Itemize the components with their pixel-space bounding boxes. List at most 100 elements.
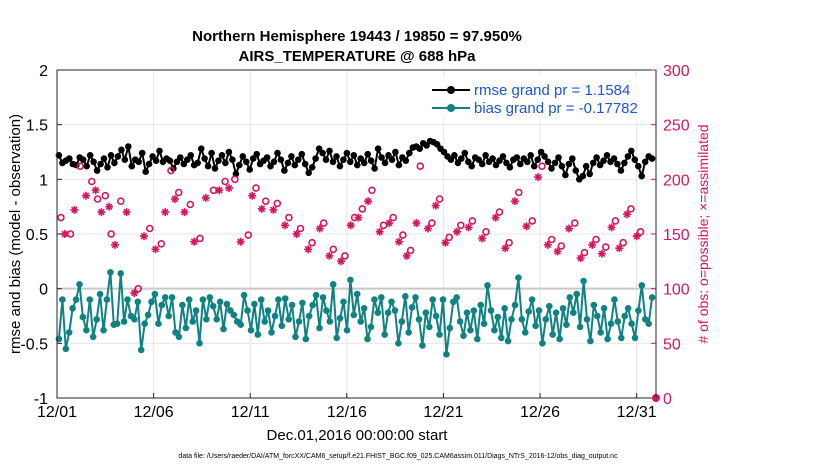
rmse-point — [541, 153, 548, 160]
rmse-point — [593, 154, 600, 161]
x-tick-label: 12/06 — [134, 404, 174, 421]
bias-point — [648, 294, 656, 301]
rmse-point — [236, 161, 243, 169]
bias-point — [333, 334, 341, 342]
obs-possible-point — [261, 197, 270, 205]
rmse-point — [360, 159, 368, 167]
obs-assimilated-point — [615, 244, 624, 253]
obs-possible-point — [528, 217, 537, 225]
obs-assimilated-point — [257, 204, 266, 213]
obs-possible-point — [468, 217, 477, 225]
rmse-point — [187, 152, 195, 159]
obs-possible-point — [329, 245, 338, 254]
obs-possible-point — [101, 191, 110, 200]
rmse-point — [572, 167, 580, 174]
obs-possible-point — [389, 213, 398, 222]
y2-tick-label: 250 — [663, 118, 690, 135]
rmse-point — [329, 158, 337, 166]
bias-point — [72, 296, 80, 303]
rmse-point — [308, 164, 316, 171]
bias-point — [638, 282, 646, 289]
rmse-point — [197, 145, 205, 152]
obs-possible-point — [592, 235, 600, 244]
rmse-point — [451, 152, 458, 159]
rmse-point — [381, 159, 389, 167]
bias-point — [429, 296, 437, 303]
rmse-point — [319, 149, 326, 157]
bias-point — [628, 320, 635, 328]
bias-point — [158, 301, 166, 309]
bias-point — [275, 296, 282, 303]
bias-point — [405, 329, 413, 336]
bias-point — [532, 322, 539, 330]
bias-point — [467, 326, 474, 334]
rmse-point — [121, 156, 129, 163]
bias-point — [199, 296, 207, 303]
obs-layer — [57, 162, 660, 402]
bias-point — [295, 318, 303, 325]
obs-assimilated-point — [325, 251, 334, 260]
y-tick-label: 2 — [39, 63, 48, 80]
rmse-point — [492, 161, 500, 169]
bias-point — [381, 331, 389, 338]
bias-point — [319, 294, 327, 301]
rmse-point — [125, 143, 132, 150]
obs-assimilated-point — [501, 244, 510, 253]
rmse-point — [315, 145, 323, 152]
bias-point — [278, 322, 286, 330]
rmse-point — [499, 153, 507, 160]
bias-point — [144, 311, 152, 319]
rmse-point — [614, 160, 621, 168]
rmse-point — [326, 147, 333, 155]
bias-point — [220, 325, 227, 333]
bias-point — [165, 312, 172, 320]
obs-possible-point — [186, 200, 195, 209]
obs-possible-point — [368, 186, 376, 195]
obs-assimilated-point — [236, 237, 245, 246]
bias-point — [357, 318, 365, 325]
bias-point — [134, 298, 142, 306]
bias-point — [350, 311, 358, 319]
bias-point — [645, 320, 652, 328]
bias-point — [292, 333, 299, 341]
bias-point — [535, 307, 543, 314]
obs-assimilated-point — [304, 245, 313, 254]
bias-point — [271, 312, 279, 320]
rmse-point — [551, 159, 559, 167]
legend: rmse grand pr = 1.1584 bias grand pr = -… — [426, 76, 648, 118]
obs-possible-point — [174, 188, 183, 197]
rmse-point — [274, 149, 281, 157]
y2-axis-label: # of obs: o=possible; ×=assimilated — [695, 124, 711, 343]
rmse-point — [118, 146, 125, 154]
obs-possible-point — [273, 199, 282, 208]
bias-point — [285, 316, 293, 323]
rmse-point — [277, 156, 285, 163]
obs-possible-point — [406, 246, 415, 255]
bias-point — [261, 318, 269, 325]
legend-bias-label: bias grand pr = -0.17782 — [474, 100, 638, 117]
obs-assimilated-point — [424, 224, 432, 233]
rmse-point — [107, 152, 115, 159]
bias-point — [230, 311, 238, 319]
bias-point — [329, 281, 337, 288]
rmse-point — [215, 157, 222, 164]
rmse-point — [100, 155, 108, 162]
bias-point — [347, 276, 354, 284]
obs-possible-point — [134, 284, 142, 293]
rmse-point — [596, 161, 604, 169]
bias-point — [621, 312, 628, 320]
bias-point — [100, 326, 107, 334]
bias-point — [131, 316, 138, 323]
rmse-point — [111, 159, 118, 167]
chart-subtitle: AIRS_TEMPERATURE @ 688 hPa — [239, 48, 477, 65]
obs-assimilated-point — [292, 230, 301, 238]
bias-point — [223, 300, 231, 308]
obs-possible-point — [308, 238, 316, 247]
bias-point — [281, 295, 289, 302]
bias-point — [117, 270, 124, 277]
bias-point — [539, 340, 546, 347]
bias-point — [580, 277, 587, 285]
bias-point — [254, 331, 262, 338]
bias-point — [206, 294, 214, 301]
x-tick-label: 12/11 — [231, 404, 270, 421]
